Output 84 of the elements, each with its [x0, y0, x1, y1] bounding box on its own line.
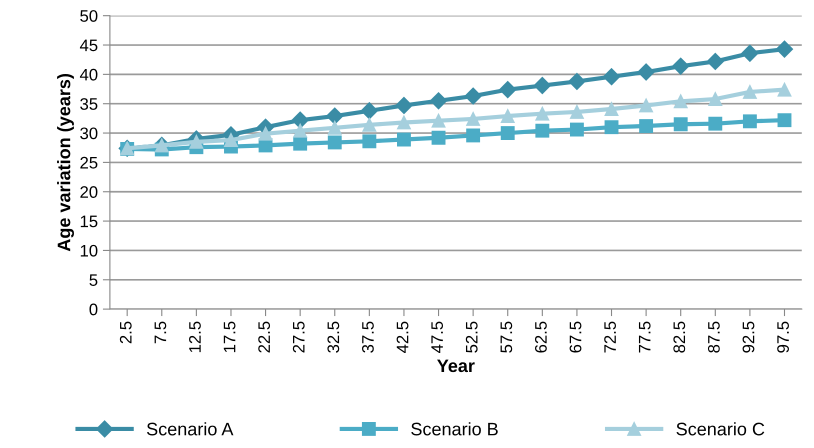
x-tick-label: 67.5 — [570, 322, 582, 353]
y-tick-label: 25 — [80, 156, 98, 169]
point — [570, 104, 584, 119]
y-tick-label: 0 — [89, 304, 98, 316]
point — [638, 63, 655, 81]
point — [362, 118, 376, 132]
y-axis-title: Age variation (years) — [57, 74, 74, 252]
point — [706, 52, 724, 70]
point — [742, 85, 757, 99]
point — [326, 107, 344, 125]
point — [258, 126, 273, 141]
point — [224, 133, 238, 148]
x-tick-label: 47.5 — [431, 322, 444, 353]
point — [292, 112, 309, 129]
point — [674, 94, 688, 108]
point — [328, 120, 342, 135]
x-tick-label: 57.5 — [500, 322, 512, 353]
x-tick-label: 52.5 — [466, 322, 478, 353]
point — [464, 88, 482, 105]
point — [328, 136, 342, 150]
point — [362, 134, 376, 148]
point — [776, 40, 794, 58]
y-tick-label: 40 — [80, 68, 98, 81]
legend-label: Scenario B — [411, 422, 498, 436]
point — [293, 136, 308, 151]
y-tick-label: 5 — [89, 274, 98, 286]
point — [778, 82, 792, 97]
y-tick-label: 10 — [80, 244, 98, 257]
x-tick-label: 32.5 — [327, 322, 340, 353]
point — [535, 124, 550, 138]
x-tick-label: 27.5 — [292, 322, 305, 353]
point — [604, 120, 618, 134]
point — [293, 124, 308, 138]
point — [397, 132, 411, 146]
point — [466, 112, 480, 126]
y-tick-label: 15 — [80, 216, 98, 228]
point — [189, 134, 204, 149]
point — [568, 72, 586, 90]
point — [639, 98, 654, 112]
y-tick-label: 35 — [80, 98, 98, 110]
point — [500, 126, 515, 140]
x-tick-label: 87.5 — [708, 322, 720, 353]
x-tick-label: 77.5 — [638, 322, 651, 353]
point — [500, 109, 515, 123]
x-axis-title: Year — [437, 360, 475, 372]
x-tick-label: 92.5 — [742, 322, 754, 353]
y-tick-label: 45 — [80, 40, 98, 52]
y-tick-label: 20 — [80, 186, 98, 198]
x-tick-label: 2.5 — [120, 322, 132, 344]
point — [570, 122, 584, 136]
x-tick-label: 62.5 — [535, 322, 547, 353]
point — [639, 119, 654, 133]
x-tick-label: 72.5 — [604, 322, 616, 353]
point — [602, 68, 620, 86]
point — [535, 106, 550, 121]
point — [430, 92, 448, 110]
point — [778, 113, 792, 128]
point — [499, 81, 516, 98]
point — [395, 96, 412, 114]
x-tick-label: 37.5 — [362, 322, 374, 353]
point — [397, 116, 411, 130]
x-tick-label: 82.5 — [673, 322, 686, 353]
point — [466, 128, 480, 142]
x-tick-label: 42.5 — [396, 322, 408, 353]
x-tick-label: 22.5 — [258, 322, 270, 353]
point — [432, 114, 446, 128]
legend-label: Scenario A — [146, 422, 234, 436]
point — [674, 117, 688, 132]
x-tick-label: 97.5 — [777, 322, 789, 353]
point — [360, 102, 378, 120]
legend-label: Scenario C — [676, 422, 764, 436]
point — [708, 116, 722, 131]
y-tick-label: 50 — [80, 10, 98, 22]
point — [742, 114, 757, 128]
y-tick-label: 30 — [80, 127, 98, 140]
point — [672, 58, 690, 75]
point — [708, 92, 722, 106]
point — [534, 76, 551, 94]
point — [604, 102, 618, 116]
point — [432, 130, 446, 145]
point — [741, 44, 758, 62]
x-tick-label: 7.5 — [154, 322, 166, 344]
x-tick-label: 17.5 — [224, 322, 236, 352]
x-tick-label: 12.5 — [189, 322, 201, 352]
